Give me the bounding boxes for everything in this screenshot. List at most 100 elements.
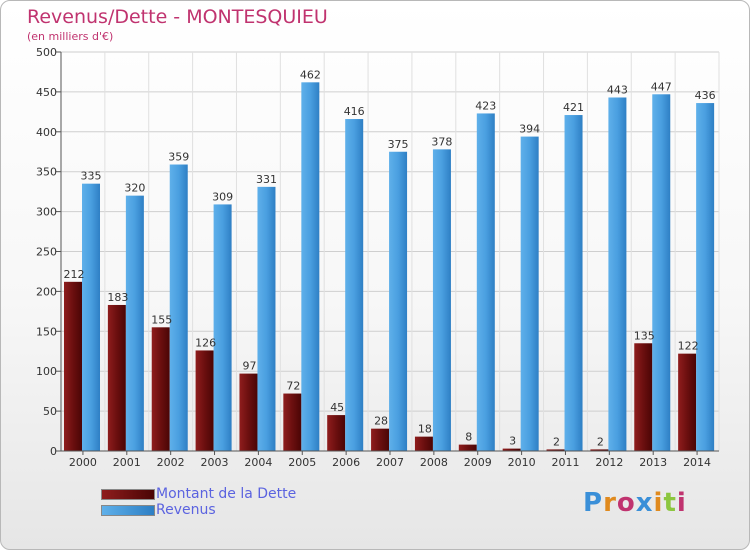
debt-bar xyxy=(195,350,214,451)
y-tick-label: 300 xyxy=(36,206,57,219)
legend-label-dette: Montant de la Dette xyxy=(156,486,297,502)
debt-value-label: 212 xyxy=(64,268,85,281)
revenue-value-label: 359 xyxy=(168,151,189,164)
x-tick-label: 2013 xyxy=(639,456,667,469)
revenue-value-label: 335 xyxy=(81,170,102,183)
debt-bar xyxy=(107,304,126,451)
x-tick-label: 2011 xyxy=(551,456,579,469)
x-tick-label: 2003 xyxy=(201,456,229,469)
revenue-value-label: 378 xyxy=(431,135,452,148)
y-tick-label: 200 xyxy=(36,285,57,298)
x-tick-label: 2001 xyxy=(113,456,141,469)
x-tick-label: 2007 xyxy=(376,456,404,469)
debt-value-label: 8 xyxy=(465,431,472,444)
debt-bar xyxy=(64,281,82,451)
logo-letter: i xyxy=(676,488,687,518)
debt-value-label: 126 xyxy=(195,336,216,349)
debt-value-label: 3 xyxy=(509,435,516,448)
debt-bar xyxy=(151,327,170,451)
legend-label-revenus: Revenus xyxy=(156,502,216,518)
y-tick-label: 0 xyxy=(50,445,57,458)
revenue-bar xyxy=(301,82,320,451)
legend-swatch-revenus xyxy=(101,505,155,516)
y-tick-label: 100 xyxy=(36,365,57,378)
logo-letter: i xyxy=(653,488,664,518)
debt-value-label: 72 xyxy=(286,380,300,393)
logo-letter: r xyxy=(603,488,617,518)
x-tick-label: 2005 xyxy=(288,456,316,469)
debt-value-label: 2 xyxy=(553,435,560,448)
x-tick-label: 2008 xyxy=(420,456,448,469)
revenue-value-label: 331 xyxy=(256,173,277,186)
logo-letter: x xyxy=(635,488,654,518)
chart-title: Revenus/Dette - MONTESQUIEU xyxy=(27,6,328,28)
debt-bar xyxy=(414,436,433,451)
y-tick-label: 250 xyxy=(36,246,57,259)
debt-bar xyxy=(546,449,565,451)
revenue-bar xyxy=(652,94,671,451)
debt-value-label: 18 xyxy=(418,423,432,436)
x-tick-label: 2012 xyxy=(595,456,623,469)
debt-value-label: 183 xyxy=(107,291,128,304)
revenue-value-label: 423 xyxy=(475,99,496,112)
revenue-value-label: 320 xyxy=(124,182,145,195)
revenue-value-label: 436 xyxy=(695,89,716,102)
debt-value-label: 45 xyxy=(330,401,344,414)
y-tick-label: 350 xyxy=(36,166,57,179)
proxiti-logo: Proxiti xyxy=(583,488,687,518)
y-tick-label: 50 xyxy=(43,405,57,418)
revenue-value-label: 447 xyxy=(651,80,672,93)
debt-value-label: 28 xyxy=(374,415,388,428)
debt-value-label: 2 xyxy=(597,435,604,448)
debt-value-label: 155 xyxy=(151,313,172,326)
revenue-bar xyxy=(169,164,188,451)
debt-bar xyxy=(502,448,521,451)
debt-bar xyxy=(590,449,609,451)
debt-bar xyxy=(371,428,390,451)
x-tick-label: 2000 xyxy=(69,456,97,469)
revenue-bar xyxy=(82,183,100,452)
debt-value-label: 97 xyxy=(242,360,256,373)
x-tick-label: 2004 xyxy=(244,456,272,469)
revenue-bar xyxy=(696,103,715,452)
debt-bar xyxy=(678,353,697,451)
logo-letter: o xyxy=(616,488,636,518)
logo-letter: P xyxy=(583,488,604,518)
y-tick-label: 150 xyxy=(36,325,57,338)
revenue-bar xyxy=(520,136,539,451)
revenue-value-label: 421 xyxy=(563,101,584,114)
revenue-bar xyxy=(213,204,232,451)
debt-bar xyxy=(327,415,346,451)
revenue-value-label: 416 xyxy=(344,105,365,118)
logo-letter: t xyxy=(663,488,677,518)
revenue-value-label: 394 xyxy=(519,123,540,136)
x-tick-label: 2014 xyxy=(683,456,711,469)
revenue-value-label: 462 xyxy=(300,68,321,81)
revenue-bar xyxy=(125,195,144,451)
x-tick-label: 2010 xyxy=(508,456,536,469)
chart-subtitle: (en milliers d'€) xyxy=(27,30,114,43)
revenue-value-label: 443 xyxy=(607,83,628,96)
debt-value-label: 122 xyxy=(678,340,699,353)
revenue-bar xyxy=(432,149,451,451)
y-tick-label: 500 xyxy=(36,46,57,59)
debt-value-label: 135 xyxy=(634,329,655,342)
y-tick-label: 450 xyxy=(36,86,57,99)
revenue-bar xyxy=(564,115,583,452)
legend-swatch-dette xyxy=(101,489,155,500)
revenue-value-label: 309 xyxy=(212,190,233,203)
revenue-bar xyxy=(608,97,627,452)
debt-bar xyxy=(283,393,302,451)
y-tick-label: 400 xyxy=(36,126,57,139)
revenue-bar xyxy=(257,186,276,451)
revenue-bar xyxy=(345,119,364,452)
x-tick-label: 2009 xyxy=(464,456,492,469)
x-tick-label: 2006 xyxy=(332,456,360,469)
debt-bar xyxy=(458,444,477,451)
revenue-value-label: 375 xyxy=(388,138,409,151)
revenue-bar xyxy=(389,151,408,451)
debt-bar xyxy=(634,343,653,451)
revenue-bar xyxy=(476,113,495,452)
